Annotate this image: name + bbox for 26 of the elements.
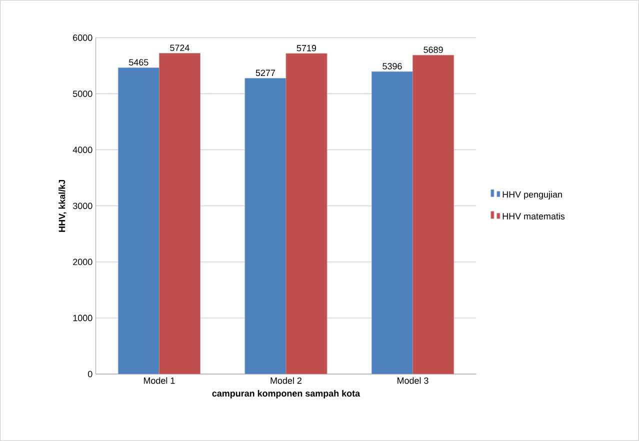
legend-label: HHV pengujian [502,191,562,200]
data-label: 5689 [424,46,443,54]
bar [286,53,328,374]
y-tick-label: 0 [88,370,92,378]
y-tick-label: 5000 [73,90,92,98]
legend-label: HHV matematis [502,212,565,220]
bar [118,68,160,374]
x-axis-title: campuran komponen sampah kota [212,390,360,398]
bar [372,71,413,374]
x-tick-label: Model 3 [398,377,428,384]
x-tick-label: Model 1 [144,377,175,384]
data-label: 5719 [296,45,316,52]
x-tick-label: Model 2 [270,377,302,384]
y-tick-label: 4000 [72,146,92,154]
data-label: 5277 [256,70,275,76]
bar [412,55,454,374]
data-label: 5465 [129,59,148,66]
y-tick-label: 6000 [73,34,92,42]
y-axis-title: HHV, kkal/kJ [58,180,66,232]
data-label: 5724 [170,44,190,52]
bar [158,53,200,374]
y-tick-label: 3000 [72,202,92,210]
bar [244,78,286,374]
y-tick-label: 2000 [73,258,92,266]
data-label: 5396 [382,63,402,70]
y-tick-label: 1000 [73,314,92,322]
